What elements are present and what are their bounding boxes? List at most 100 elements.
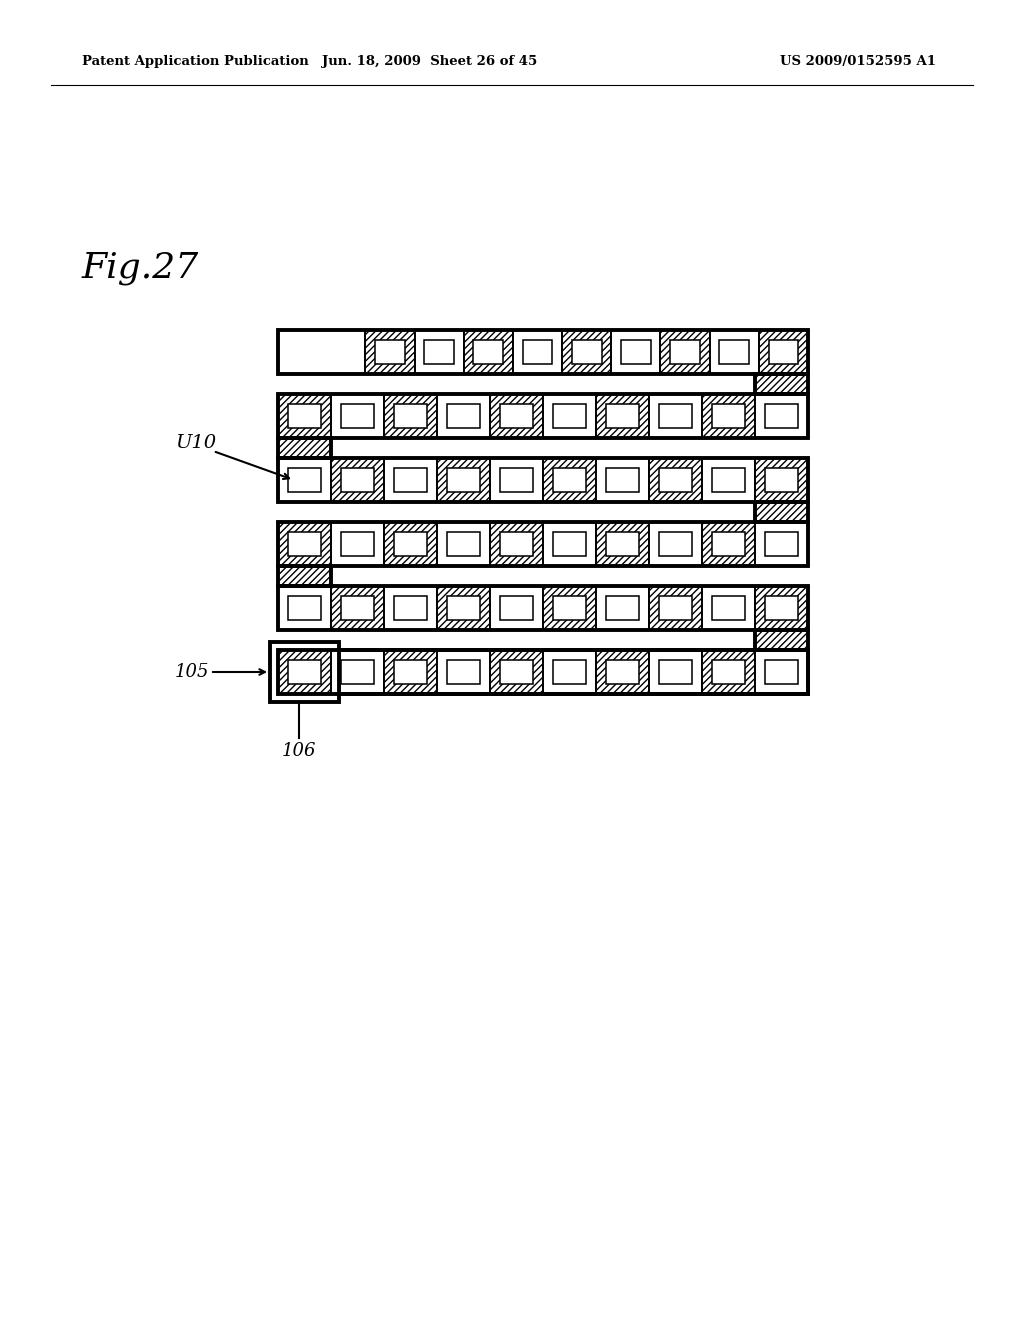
Bar (759, 330, 808, 374)
Bar (278, 393, 331, 438)
Bar (278, 649, 331, 694)
Bar (500, 660, 534, 684)
Bar (522, 339, 553, 364)
Bar (658, 660, 692, 684)
Bar (288, 404, 322, 428)
Bar (278, 566, 331, 586)
Bar (712, 467, 745, 492)
Bar (490, 521, 543, 566)
Bar (288, 660, 322, 684)
Bar (464, 330, 513, 374)
Bar (288, 532, 322, 556)
Bar (755, 374, 808, 393)
Bar (719, 339, 750, 364)
Bar (500, 404, 534, 428)
Bar (437, 521, 490, 566)
Bar (712, 660, 745, 684)
Bar (490, 649, 543, 694)
Bar (437, 586, 490, 630)
Bar (658, 404, 692, 428)
Bar (543, 458, 596, 502)
Bar (490, 586, 543, 630)
Bar (446, 467, 480, 492)
Bar (596, 458, 649, 502)
Bar (500, 467, 534, 492)
Bar (278, 330, 366, 374)
Text: Fig.27: Fig.27 (82, 251, 200, 285)
Bar (621, 339, 651, 364)
Bar (393, 404, 427, 428)
Bar (341, 660, 375, 684)
Bar (596, 393, 649, 438)
Text: US 2009/0152595 A1: US 2009/0152595 A1 (780, 55, 936, 69)
Bar (446, 660, 480, 684)
Bar (366, 330, 415, 374)
Bar (278, 438, 331, 458)
Bar (393, 532, 427, 556)
Bar (712, 532, 745, 556)
Bar (437, 649, 490, 694)
Bar (649, 458, 702, 502)
Bar (513, 330, 562, 374)
Bar (605, 532, 639, 556)
Bar (562, 330, 611, 374)
Bar (596, 521, 649, 566)
Bar (660, 330, 710, 374)
Bar (553, 532, 587, 556)
Bar (596, 586, 649, 630)
Bar (331, 393, 384, 438)
Text: U10: U10 (175, 434, 216, 451)
Bar (384, 586, 437, 630)
Bar (341, 595, 375, 620)
Text: Jun. 18, 2009  Sheet 26 of 45: Jun. 18, 2009 Sheet 26 of 45 (323, 55, 538, 69)
Bar (755, 502, 808, 521)
Bar (755, 458, 808, 502)
Bar (605, 595, 639, 620)
Bar (500, 532, 534, 556)
Bar (375, 339, 404, 364)
Bar (341, 467, 375, 492)
Bar (446, 595, 480, 620)
Bar (384, 393, 437, 438)
Bar (649, 586, 702, 630)
Bar (490, 458, 543, 502)
Bar (393, 467, 427, 492)
Bar (755, 649, 808, 694)
Bar (331, 458, 384, 502)
Bar (278, 586, 331, 630)
Bar (437, 393, 490, 438)
Bar (473, 339, 503, 364)
Bar (755, 393, 808, 438)
Bar (765, 532, 799, 556)
Bar (278, 458, 808, 502)
Bar (702, 521, 755, 566)
Bar (543, 586, 596, 630)
Bar (341, 404, 375, 428)
Bar (543, 521, 596, 566)
Bar (288, 595, 322, 620)
Bar (649, 649, 702, 694)
Bar (670, 339, 700, 364)
Bar (658, 595, 692, 620)
Bar (658, 467, 692, 492)
Bar (393, 660, 427, 684)
Bar (712, 404, 745, 428)
Text: Patent Application Publication: Patent Application Publication (82, 55, 309, 69)
Bar (415, 330, 464, 374)
Bar (278, 330, 808, 374)
Bar (768, 339, 799, 364)
Bar (611, 330, 660, 374)
Bar (755, 630, 808, 649)
Bar (605, 660, 639, 684)
Bar (605, 404, 639, 428)
Bar (712, 595, 745, 620)
Bar (543, 393, 596, 438)
Bar (755, 521, 808, 566)
Bar (649, 521, 702, 566)
Bar (278, 521, 331, 566)
Bar (500, 595, 534, 620)
Bar (278, 649, 331, 694)
Bar (424, 339, 454, 364)
Bar (765, 404, 799, 428)
Bar (490, 393, 543, 438)
